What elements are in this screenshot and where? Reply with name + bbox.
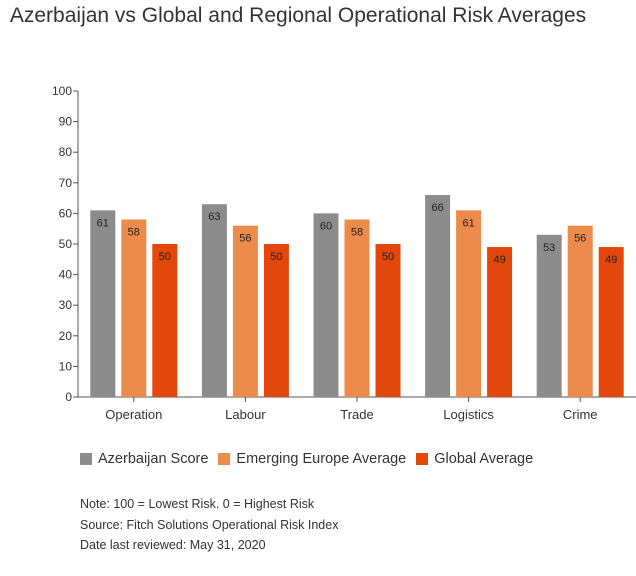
data-label-azerbaijan: 60 [320,220,332,232]
bar-emerging-europe [344,219,370,397]
legend-item-azerbaijan[interactable]: Azerbaijan Score [80,451,208,467]
bar-global [263,244,289,397]
bar-emerging-europe [567,225,593,397]
legend-label-azerbaijan: Azerbaijan Score [98,451,209,467]
y-tick-label: 80 [59,145,73,159]
date-reviewed-text: Date last reviewed: May 31, 2020 [80,538,266,552]
bar-azerbaijan [201,204,227,397]
legend-swatch-global [416,453,429,465]
x-tick-label: Operation [105,407,162,422]
legend-label-global: Global Average [434,451,534,467]
legend-label-emerging-europe: Emerging Europe Average [236,451,407,467]
note-text: Note: 100 = Lowest Risk. 0 = Highest Ris… [80,497,315,511]
data-label-emerging-europe: 61 [462,217,474,229]
data-label-emerging-europe: 58 [128,227,140,239]
x-tick-label: Labour [225,407,266,422]
legend-item-global[interactable]: Global Average [416,451,533,467]
bar-emerging-europe [121,219,147,397]
data-label-global: 50 [159,251,171,263]
chart-notes: Note: 100 = Lowest Risk. 0 = Highest Ris… [80,494,338,556]
bar-global [598,247,624,397]
source-text: Source: Fitch Solutions Operational Risk… [80,517,339,532]
legend-item-emerging-europe[interactable]: Emerging Europe Average [218,451,406,467]
y-tick-label: 50 [59,237,73,251]
legend: Azerbaijan Score Emerging Europe Average… [80,451,533,467]
chart-title: Azerbaijan vs Global and Regional Operat… [9,4,587,27]
data-label-emerging-europe: 56 [574,233,586,245]
bar-azerbaijan [425,195,451,397]
data-label-global: 50 [382,251,394,263]
bar-global [152,244,178,397]
y-tick-label: 60 [59,206,73,220]
bar-emerging-europe [232,225,258,397]
y-tick-label: 30 [59,298,73,312]
bar-global [487,247,513,397]
data-label-global: 50 [270,251,282,263]
legend-swatch-emerging-europe [218,453,231,465]
data-label-global: 49 [605,254,617,266]
data-label-global: 49 [493,254,505,266]
y-tick-label: 70 [59,176,73,190]
y-tick-label: 90 [59,115,73,129]
bar-azerbaijan [313,213,339,397]
x-tick-label: Logistics [443,407,494,422]
bar-azerbaijan [90,210,116,397]
data-label-azerbaijan: 53 [543,242,555,254]
y-tick-label: 10 [59,359,73,373]
x-tick-label: Crime [563,407,598,422]
data-label-azerbaijan: 63 [208,211,220,223]
y-tick-label: 100 [52,84,72,98]
data-label-emerging-europe: 56 [239,233,251,245]
legend-swatch-azerbaijan [80,453,92,465]
y-tick-label: 0 [65,390,72,404]
data-label-emerging-europe: 58 [351,227,363,239]
bar-global [375,244,401,397]
data-label-azerbaijan: 61 [97,217,109,229]
x-tick-label: Trade [340,407,373,422]
y-tick-label: 40 [59,268,73,282]
y-tick-label: 20 [59,329,73,343]
data-label-azerbaijan: 66 [431,202,443,214]
bar-azerbaijan [536,234,562,397]
bar-chart: 0 10 20 30 40 50 60 70 80 90 100 61 58 50 Operation 63 5… [52,84,636,422]
bar-emerging-europe [456,210,482,397]
